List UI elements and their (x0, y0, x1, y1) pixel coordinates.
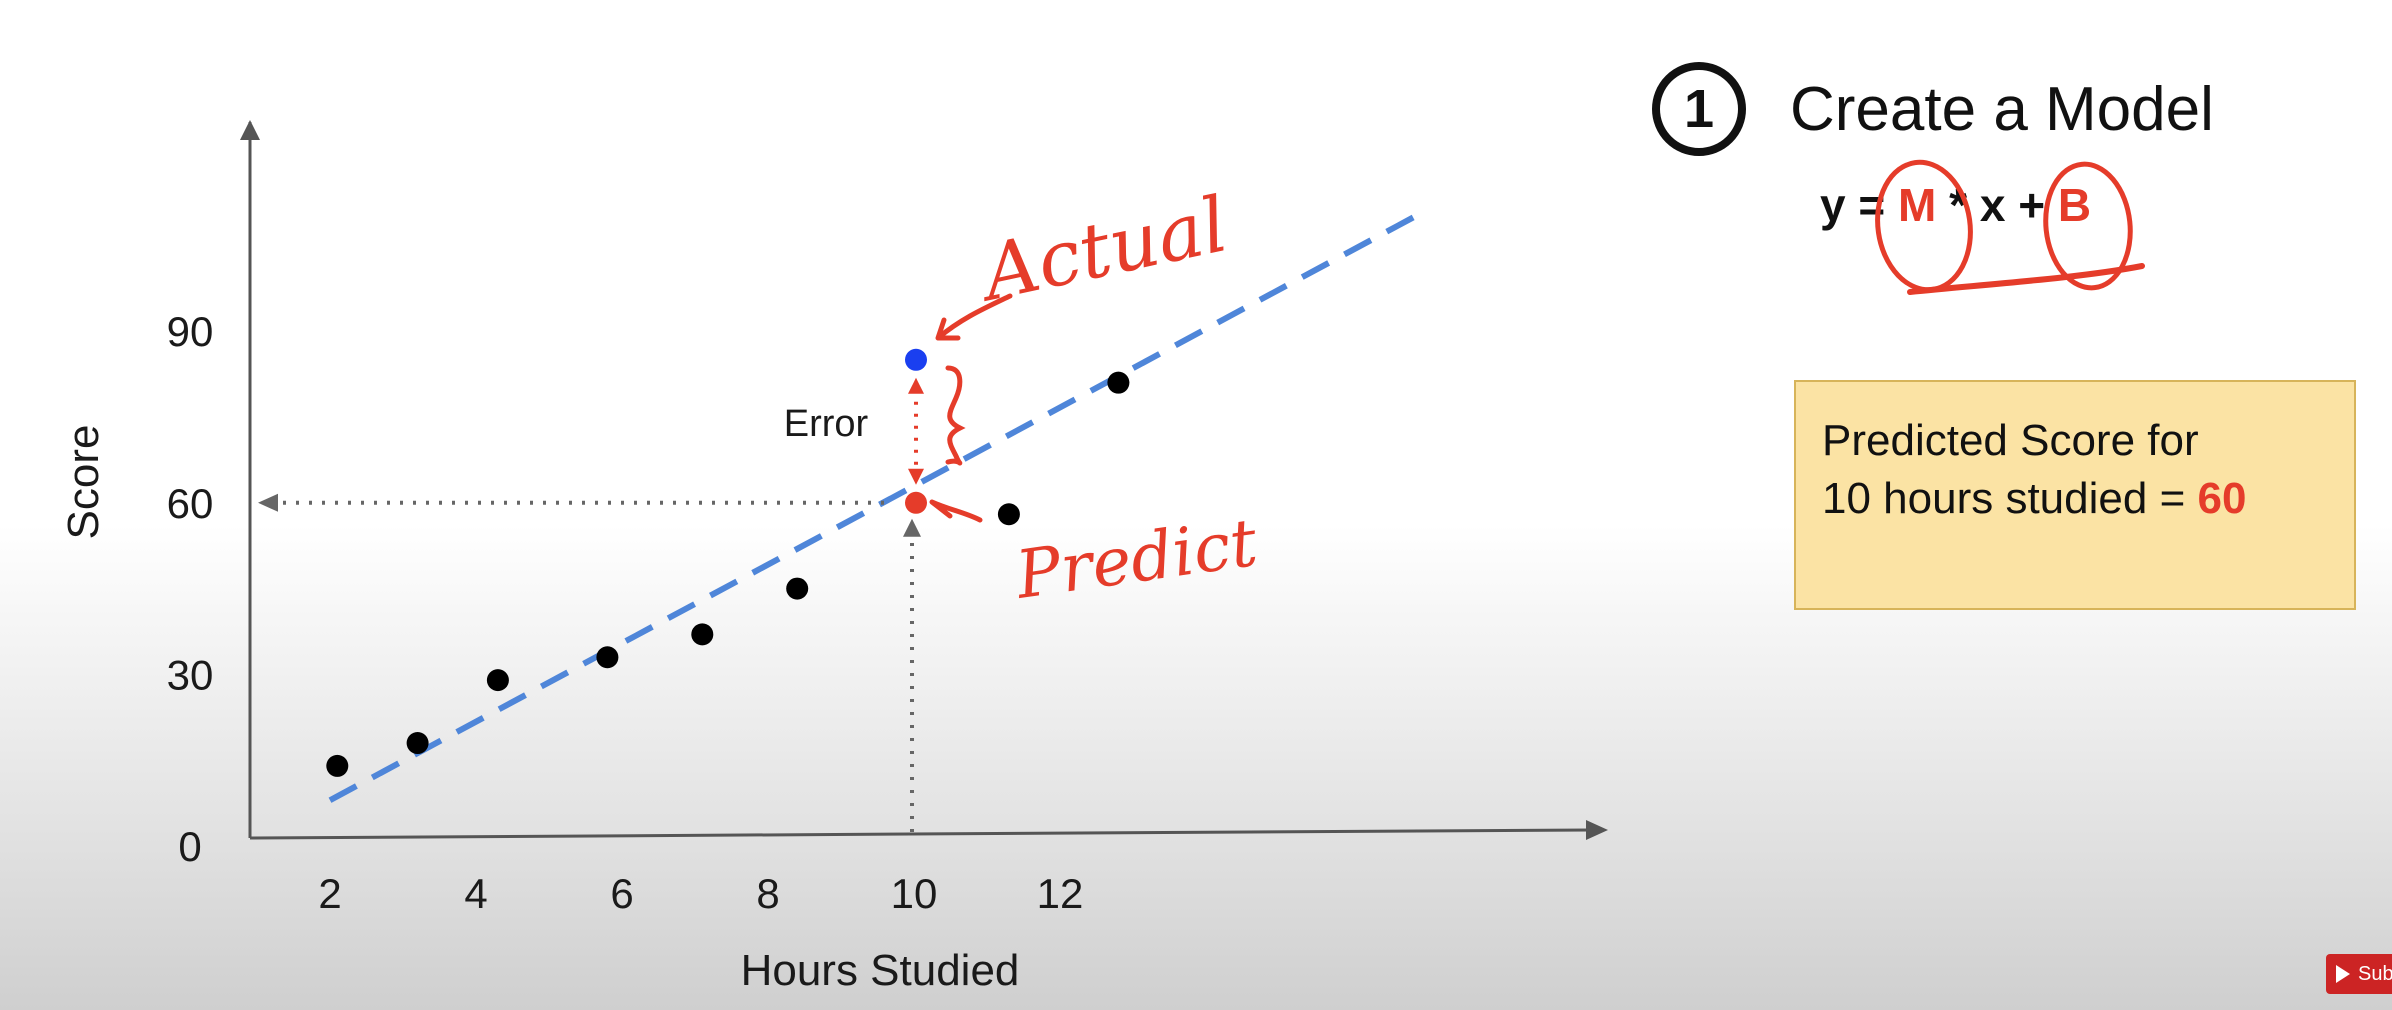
x-tick-label: 8 (756, 870, 779, 917)
y-tick-label: 60 (167, 480, 214, 527)
step-title: Create a Model (1790, 75, 2214, 144)
formula-m: M (1898, 179, 1937, 231)
x-tick-label: 10 (891, 870, 938, 917)
data-point (326, 754, 349, 777)
y-tick-label: 0 (178, 823, 201, 870)
data-point (997, 503, 1020, 526)
step-number: 1 (1683, 79, 1715, 139)
error-arrow-bottom (908, 468, 924, 485)
error-label: Error (784, 403, 869, 445)
formula-x: x (1979, 179, 2006, 231)
predict-annotation: Predict (1011, 504, 1263, 614)
prediction-box: Predicted Score for 10 hours studied = 6… (1794, 380, 2356, 610)
prediction-text: 10 hours studied = (1822, 474, 2186, 523)
data-point (691, 623, 714, 646)
regression-line (328, 208, 1427, 803)
subscribe-label: Subs (2358, 962, 2392, 985)
data-point (486, 669, 509, 692)
x-tick-label: 6 (610, 870, 633, 917)
x-axis (249, 828, 1591, 840)
subscribe-button[interactable]: Subs (2326, 954, 2392, 994)
y-axis-label: Score (59, 425, 108, 540)
data-point (786, 577, 809, 600)
prediction-line2: 10 hours studied = 60 (1822, 470, 2328, 528)
actual-arrow (935, 293, 1013, 341)
input-value-guide-arrow (903, 518, 921, 537)
formula-y: y (1820, 179, 1846, 231)
formula-equals: = (1858, 179, 1886, 231)
prediction-value: 60 (2197, 474, 2247, 523)
predict-arrow (929, 499, 983, 523)
data-point (1107, 371, 1130, 394)
x-axis-label: Hours Studied (741, 946, 1020, 995)
predicted-point (905, 491, 927, 514)
play-icon (2336, 965, 2350, 983)
data-point (596, 646, 619, 669)
y-tick-label: 30 (167, 651, 214, 698)
data-point (406, 732, 429, 755)
step-number-badge: 1 (1652, 62, 1746, 156)
model-formula: y = M * x + B (1820, 178, 2091, 232)
error-brace (945, 365, 966, 466)
formula-plus: + (2018, 179, 2046, 231)
actual-point (905, 348, 927, 371)
error-arrow-top (908, 377, 924, 394)
x-tick-label: 2 (318, 870, 341, 917)
predicted-value-guide-arrow (258, 493, 278, 512)
x-axis-arrow (1586, 820, 1608, 840)
actual-annotation: Actual (969, 179, 1235, 319)
x-tick-label: 12 (1037, 870, 1084, 917)
formula-times: * (1949, 179, 1968, 231)
y-axis-arrow (240, 120, 260, 140)
formula-b: B (2057, 179, 2092, 231)
prediction-line1: Predicted Score for (1822, 416, 2199, 465)
y-tick-label: 90 (167, 308, 214, 355)
x-tick-label: 4 (464, 870, 487, 917)
